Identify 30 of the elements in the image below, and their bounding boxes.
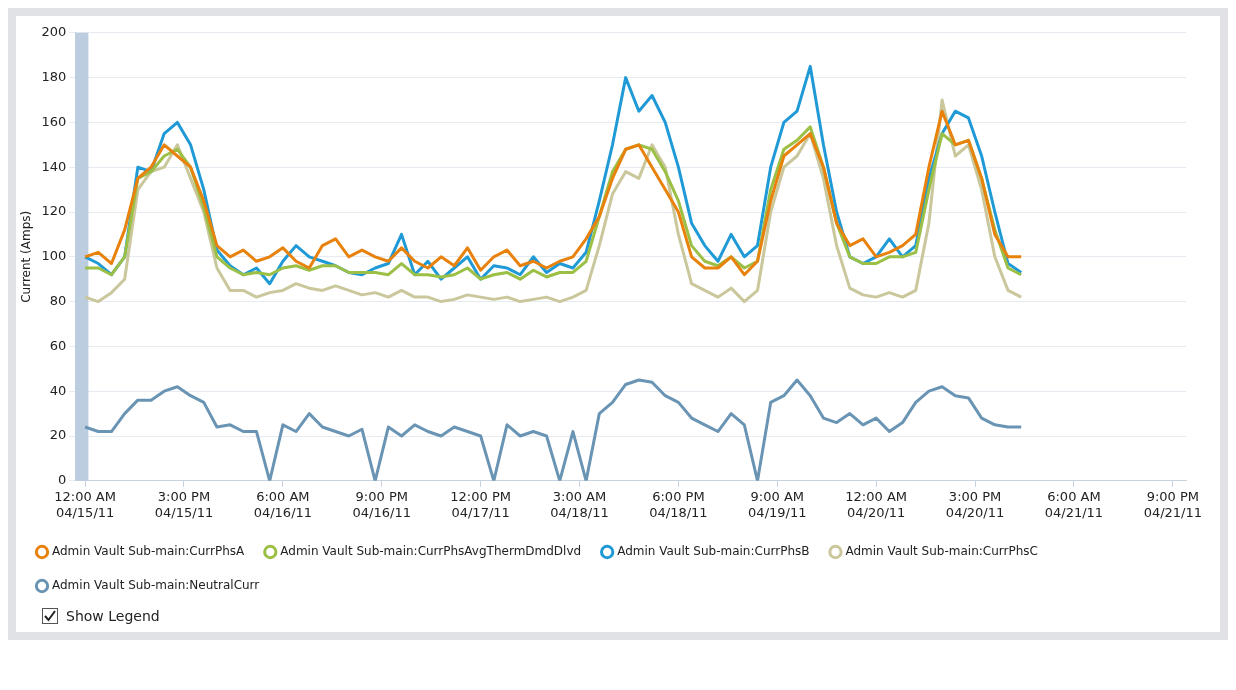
- x-tick-label: 3:00 AM 04/18/11: [550, 488, 609, 520]
- legend-label: Admin Vault Sub-main:CurrPhsAvgThermDmdDlvd: [280, 544, 582, 559]
- y-tick-label: 200: [41, 24, 67, 40]
- y-tick-label: 60: [49, 337, 67, 353]
- x-tick-label: 12:00 AM 04/20/11: [845, 488, 908, 520]
- y-tick-label: 140: [41, 158, 67, 174]
- y-tick-label: 0: [57, 472, 67, 488]
- x-tick-label: 9:00 AM 04/19/11: [748, 488, 807, 520]
- y-axis-title: Current (Amps): [19, 210, 34, 303]
- y-tick-label: 100: [41, 248, 67, 264]
- legend-label: Admin Vault Sub-main:CurrPhsB: [617, 544, 810, 559]
- legend-label: Admin Vault Sub-main:CurrPhsC: [845, 544, 1038, 559]
- y-tick-label: 180: [41, 68, 67, 84]
- legend-label: Admin Vault Sub-main:NeutralCurr: [52, 578, 260, 593]
- x-tick-label: 6:00 AM 04/21/11: [1044, 488, 1104, 520]
- x-tick-label: 9:00 PM 04/21/11: [1143, 488, 1203, 520]
- y-tick-label: 160: [41, 113, 67, 129]
- y-tick-label: 120: [41, 203, 67, 219]
- x-tick-label: 9:00 PM 04/16/11: [352, 488, 411, 520]
- y-tick-label: 40: [49, 382, 67, 398]
- legend-label: Admin Vault Sub-main:CurrPhsA: [52, 544, 246, 559]
- x-tick-label: 3:00 PM 04/15/11: [154, 488, 214, 520]
- x-tick-label: 3:00 PM 04/20/11: [945, 488, 1005, 520]
- y-tick-label: 20: [49, 427, 67, 443]
- x-tick-label: 12:00 AM 04/15/11: [54, 488, 116, 520]
- y-tick-label: 80: [49, 292, 67, 308]
- text: Show Legend: [66, 608, 160, 624]
- x-tick-label: 12:00 PM 04/17/11: [450, 488, 511, 520]
- x-tick-label: 6:00 AM 04/16/11: [253, 488, 313, 520]
- x-tick-label: 6:00 PM 04/18/11: [649, 488, 708, 520]
